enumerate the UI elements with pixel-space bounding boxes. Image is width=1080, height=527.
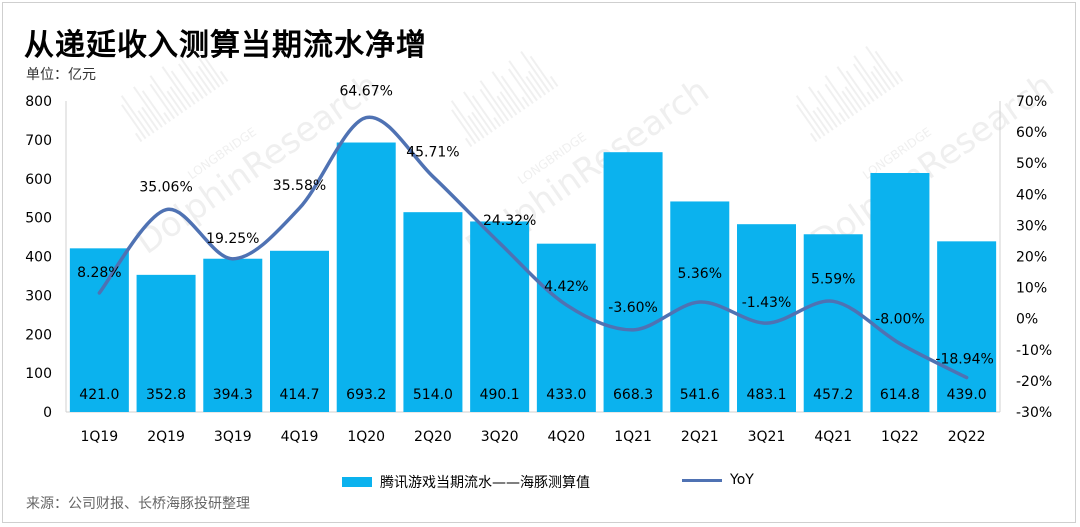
legend-line-label: YoY [730, 472, 754, 488]
y-right-tick-label: -20% [1016, 374, 1052, 390]
y-right-tick-label: 0% [1016, 312, 1038, 328]
y-right-tick-label: 70% [1016, 94, 1047, 110]
bar [69, 248, 129, 412]
source-note: 来源：公司财报、长桥海豚投研整理 [26, 496, 250, 512]
x-tick-label: 1Q19 [80, 429, 118, 445]
x-tick-label: 1Q22 [881, 429, 919, 445]
x-tick-label: 2Q20 [414, 429, 452, 445]
bar-value-label: 483.1 [746, 387, 786, 403]
yoy-value-label: -8.00% [875, 312, 925, 328]
bar [470, 221, 530, 412]
y-left-tick-label: 100 [25, 366, 52, 382]
bar-value-label: 668.3 [613, 387, 653, 403]
bar-value-label: 414.7 [279, 387, 319, 403]
x-tick-label: 4Q21 [814, 429, 852, 445]
bar-value-label: 352.8 [146, 387, 186, 403]
bar-value-label: 421.0 [79, 387, 119, 403]
bar-value-label: 693.2 [346, 387, 386, 403]
unit-label: 单位：亿元 [26, 67, 96, 83]
y-left-tick-label: 300 [25, 288, 52, 304]
bar [536, 243, 596, 412]
x-tick-label: 2Q19 [147, 429, 185, 445]
bar [136, 274, 196, 412]
bar-value-label: 514.0 [413, 387, 453, 403]
legend-bar: 腾讯游戏当期流水——海豚测算值 [342, 472, 590, 492]
bar-value-label: 433.0 [546, 387, 586, 403]
x-tick-label: 1Q21 [614, 429, 652, 445]
yoy-value-label: 19.25% [206, 231, 259, 247]
bar [870, 172, 930, 412]
bar-value-label: 614.8 [880, 387, 920, 403]
legend-bar-swatch [342, 477, 372, 487]
yoy-line [97, 115, 969, 380]
bar-value-label: 394.3 [213, 387, 253, 403]
yoy-value-label: 64.67% [340, 84, 393, 100]
legend-bar-label: 腾讯游戏当期流水——海豚测算值 [380, 475, 590, 491]
yoy-value-label: 35.58% [273, 178, 326, 194]
x-tick-label: 2Q21 [681, 429, 719, 445]
y-right-tick-label: -10% [1016, 343, 1052, 359]
yoy-value-label: 24.32% [483, 213, 536, 229]
bar-value-label: 490.1 [480, 387, 520, 403]
legend-line: YoY [682, 472, 754, 488]
y-left-tick-label: 0 [43, 405, 52, 421]
bar-value-label: 439.0 [947, 387, 987, 403]
bar-value-label: 541.6 [680, 387, 720, 403]
x-tick-label: 2Q22 [948, 429, 986, 445]
bar [336, 142, 396, 412]
y-left-tick-label: 200 [25, 327, 52, 343]
bar [603, 152, 663, 413]
y-left-tick-label: 400 [25, 250, 52, 266]
yoy-value-label: 5.59% [811, 271, 855, 287]
y-right-tick-label: 40% [1016, 187, 1047, 203]
y-left-tick-label: 700 [25, 133, 52, 149]
y-right-tick-label: 60% [1016, 125, 1047, 141]
y-left-tick-label: 600 [25, 172, 52, 188]
y-right-tick-label: 20% [1016, 250, 1047, 266]
y-right-tick-label: 10% [1016, 281, 1047, 297]
bar [803, 234, 863, 412]
x-tick-label: 3Q20 [481, 429, 519, 445]
yoy-value-label: -3.60% [608, 300, 658, 316]
x-tick-label: 4Q20 [547, 429, 585, 445]
legend-line-swatch [682, 478, 722, 482]
y-right-tick-label: -30% [1016, 405, 1052, 421]
x-tick-label: 3Q19 [214, 429, 252, 445]
x-tick-label: 3Q21 [748, 429, 786, 445]
yoy-value-label: 45.71% [406, 145, 459, 161]
y-right-tick-label: 30% [1016, 218, 1047, 234]
bar [270, 250, 329, 412]
yoy-value-label: 8.28% [77, 265, 121, 281]
bar [403, 212, 463, 412]
y-left-tick-label: 500 [25, 211, 52, 227]
yoy-value-label: 35.06% [139, 180, 192, 196]
yoy-value-label: -18.94% [935, 352, 993, 368]
bar [937, 241, 997, 412]
bar [203, 258, 263, 412]
y-left-tick-label: 800 [25, 94, 52, 110]
yoy-value-label: 4.42% [544, 279, 588, 295]
chart-title: 从递延收入测算当期流水净增 [24, 28, 427, 63]
yoy-value-label: 5.36% [678, 266, 722, 282]
x-tick-label: 4Q19 [281, 429, 319, 445]
yoy-value-label: -1.43% [742, 295, 792, 311]
x-tick-label: 1Q20 [347, 429, 385, 445]
y-right-tick-label: 50% [1016, 156, 1047, 172]
bar-value-label: 457.2 [813, 387, 853, 403]
